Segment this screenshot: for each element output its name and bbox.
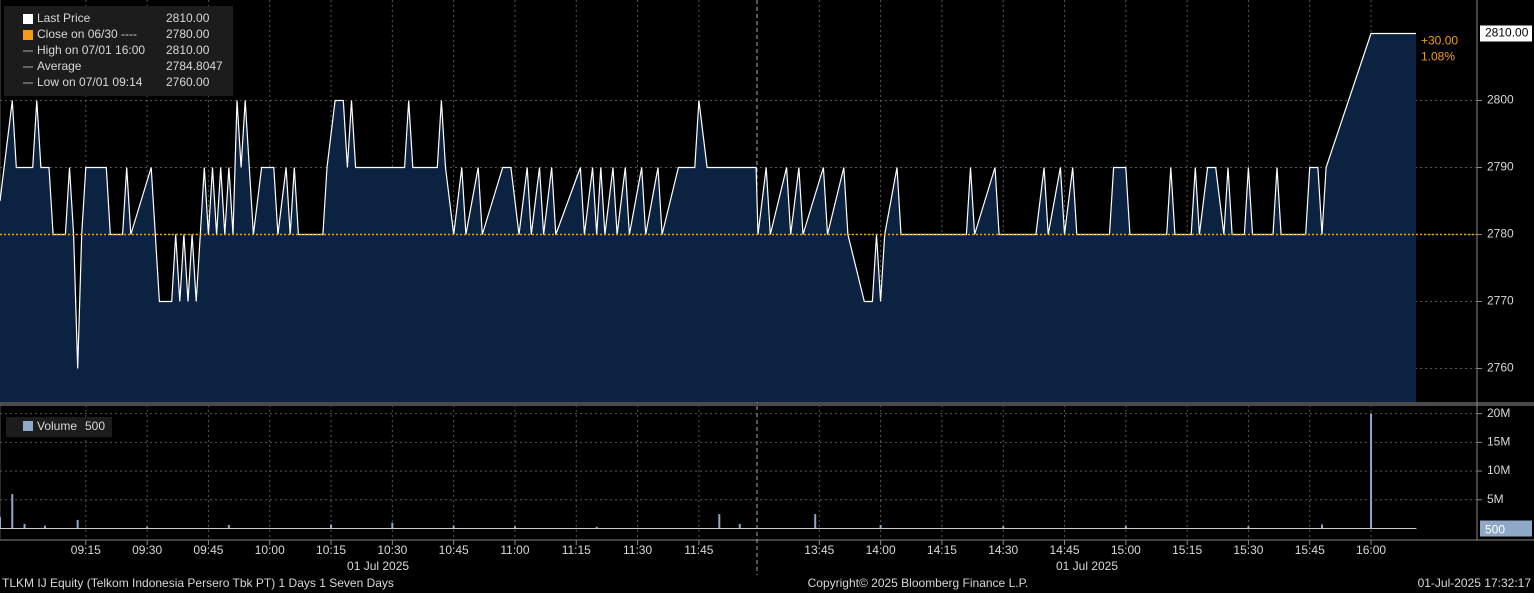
- volume-bar: [1002, 526, 1005, 529]
- x-tick-label: 14:00: [866, 543, 896, 557]
- volume-bar: [1247, 526, 1250, 529]
- legend-value: 2760.00: [166, 75, 210, 89]
- x-tick-label: 16:00: [1356, 543, 1386, 557]
- x-tick-label: 10:15: [316, 543, 346, 557]
- volume-bar: [814, 514, 817, 529]
- volume-bar: [391, 522, 394, 529]
- volume-bar: [452, 525, 455, 529]
- change-pct-label: 1.08%: [1421, 50, 1455, 64]
- x-tick-label: 11:45: [684, 543, 713, 557]
- x-tick-label: 15:30: [1233, 543, 1263, 557]
- legend-name: Average: [37, 59, 82, 73]
- legend-value: 2810.00: [166, 11, 210, 25]
- footer-left: TLKM IJ Equity (Telkom Indonesia Persero…: [2, 576, 394, 590]
- legend-value: 2810.00: [166, 43, 210, 57]
- last-price-label: 2810.00: [1485, 26, 1529, 40]
- x-tick-label: 11:15: [562, 543, 591, 557]
- legend-name: Low on 07/01 09:14: [37, 75, 143, 89]
- volume-bar: [76, 519, 79, 529]
- volume-bar: [1370, 413, 1373, 529]
- footer-center: Copyright© 2025 Bloomberg Finance L.P.: [808, 576, 1029, 590]
- volume-bar: [227, 525, 230, 529]
- y-tick-label: 20M: [1487, 406, 1510, 420]
- volume-bar: [738, 523, 741, 529]
- y-tick-label: 15M: [1487, 435, 1510, 449]
- x-tick-label: 10:30: [377, 543, 407, 557]
- volume-bar: [330, 524, 333, 529]
- y-tick-label: 2790: [1487, 160, 1514, 174]
- x-tick-label: 14:45: [1050, 543, 1080, 557]
- panel-separator: [0, 402, 1534, 406]
- y-tick-label: 5M: [1487, 492, 1504, 506]
- date-label: 01 Jul 2025: [347, 559, 409, 573]
- x-tick-label: 15:00: [1111, 543, 1141, 557]
- x-tick-label: 11:00: [500, 543, 529, 557]
- x-tick-label: 09:15: [71, 543, 101, 557]
- change-label: +30.00: [1421, 34, 1458, 48]
- volume-bar: [1321, 524, 1324, 529]
- x-tick-label: 09:30: [132, 543, 162, 557]
- volume-bar: [23, 523, 26, 529]
- x-tick-label: 14:15: [927, 543, 957, 557]
- volume-bar: [43, 525, 46, 529]
- x-tick-label: 11:30: [623, 543, 652, 557]
- legend-value: 2784.8047: [166, 59, 223, 73]
- x-tick-label: 10:00: [255, 543, 285, 557]
- x-tick-label: 13:45: [804, 543, 834, 557]
- legend-value: 2780.00: [166, 27, 210, 41]
- y-tick-label: 2760: [1487, 361, 1514, 375]
- legend-swatch: [23, 14, 33, 24]
- volume-bar: [595, 526, 598, 529]
- volume-bar: [879, 525, 882, 529]
- volume-bar: [0, 517, 1, 529]
- legend-name: Close on 06/30 ----: [37, 27, 137, 41]
- date-label: 01 Jul 2025: [1056, 559, 1118, 573]
- last-volume-label: 500: [1485, 523, 1505, 537]
- x-tick-label: 14:30: [988, 543, 1018, 557]
- price-area: [0, 33, 1417, 402]
- legend-name: High on 07/01 16:00: [37, 43, 145, 57]
- volume-bar: [513, 526, 516, 529]
- legend-name: Last Price: [37, 11, 91, 25]
- volume-bar: [146, 526, 149, 529]
- volume-bar: [1124, 525, 1127, 529]
- volume-bar: [11, 494, 14, 529]
- x-tick-label: 09:45: [193, 543, 223, 557]
- volume-bar: [718, 514, 721, 529]
- y-tick-label: 2780: [1487, 227, 1514, 241]
- y-tick-label: 2770: [1487, 294, 1514, 308]
- y-tick-label: 2800: [1487, 93, 1514, 107]
- last-volume-tag: [1480, 520, 1532, 537]
- x-tick-label: 10:45: [439, 543, 469, 557]
- legend-box: [4, 6, 233, 96]
- legend-swatch: [23, 30, 33, 40]
- legend-name: Volume: [37, 419, 77, 433]
- y-tick-label: 10M: [1487, 463, 1510, 477]
- footer-right: 01-Jul-2025 17:32:17: [1418, 576, 1532, 590]
- legend-value: 500: [85, 419, 105, 433]
- x-tick-label: 15:45: [1295, 543, 1325, 557]
- legend-swatch: [23, 421, 33, 431]
- x-tick-label: 15:15: [1172, 543, 1202, 557]
- price-line: [0, 32, 1416, 369]
- last-price-tag: [1480, 25, 1532, 42]
